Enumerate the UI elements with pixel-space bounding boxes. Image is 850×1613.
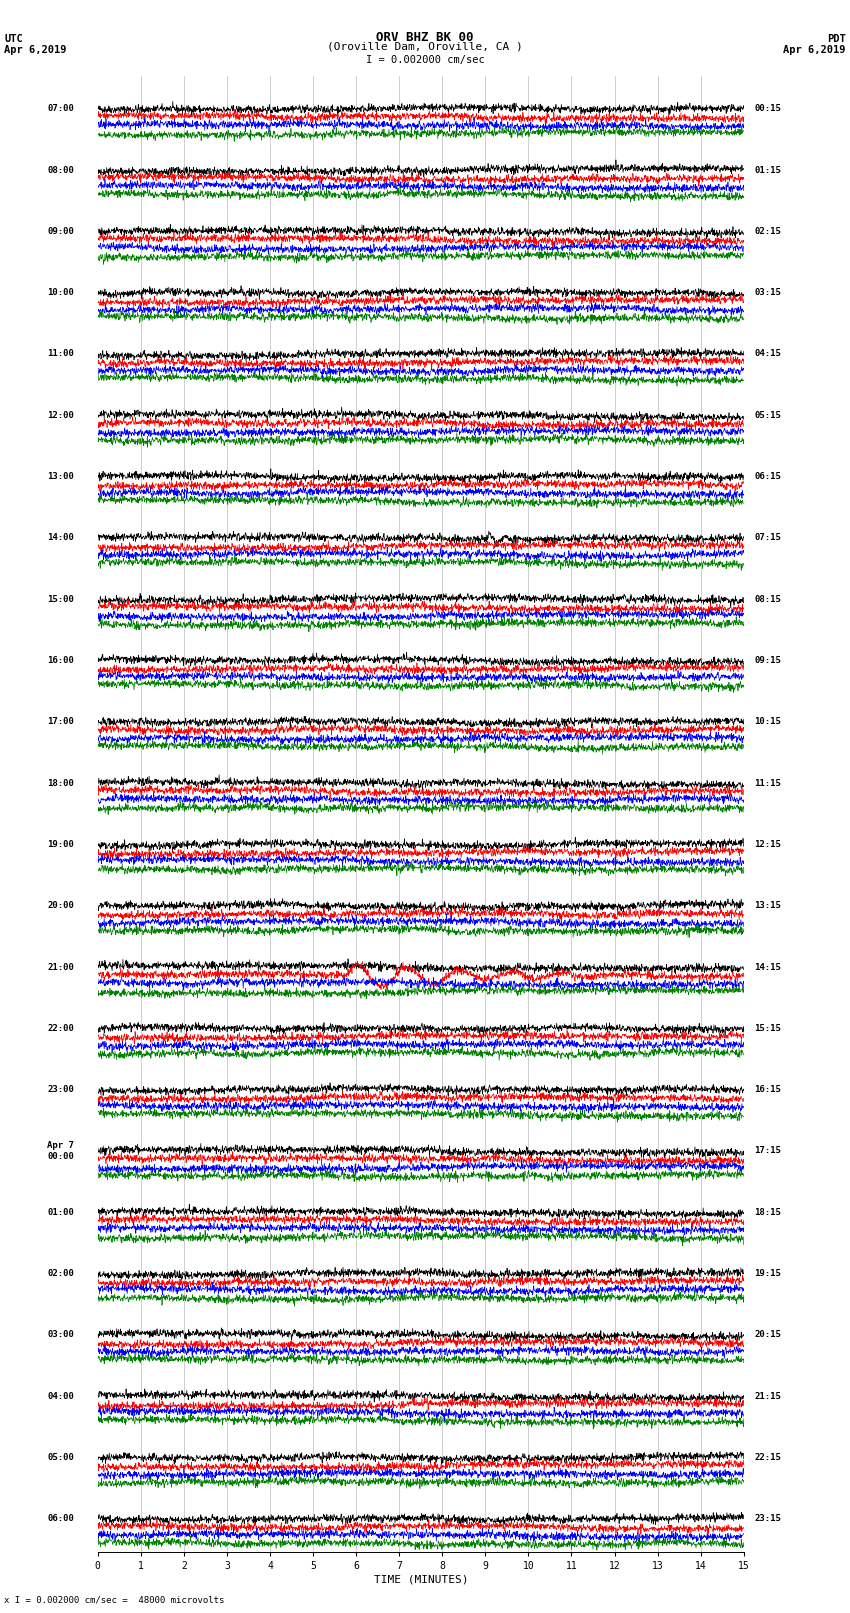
Text: 07:00: 07:00 [48, 105, 74, 113]
Text: 18:15: 18:15 [755, 1208, 781, 1216]
Text: 19:15: 19:15 [755, 1269, 781, 1277]
Text: 15:00: 15:00 [48, 595, 74, 603]
Text: 13:15: 13:15 [755, 902, 781, 910]
Text: 04:00: 04:00 [48, 1392, 74, 1400]
Text: 20:15: 20:15 [755, 1331, 781, 1339]
Text: 22:00: 22:00 [48, 1024, 74, 1032]
Text: 14:15: 14:15 [755, 963, 781, 971]
Text: Apr 6,2019: Apr 6,2019 [4, 45, 67, 55]
Text: 23:15: 23:15 [755, 1515, 781, 1523]
Text: 19:00: 19:00 [48, 840, 74, 848]
Text: 09:00: 09:00 [48, 227, 74, 235]
Text: 06:15: 06:15 [755, 473, 781, 481]
Text: 17:15: 17:15 [755, 1147, 781, 1155]
Text: 21:15: 21:15 [755, 1392, 781, 1400]
Text: 10:00: 10:00 [48, 289, 74, 297]
Text: 20:00: 20:00 [48, 902, 74, 910]
Text: 18:00: 18:00 [48, 779, 74, 787]
Text: 10:15: 10:15 [755, 718, 781, 726]
Text: x I = 0.002000 cm/sec =  48000 microvolts: x I = 0.002000 cm/sec = 48000 microvolts [4, 1595, 224, 1605]
X-axis label: TIME (MINUTES): TIME (MINUTES) [373, 1574, 468, 1586]
Text: ORV BHZ BK 00: ORV BHZ BK 00 [377, 31, 473, 44]
Text: 03:00: 03:00 [48, 1331, 74, 1339]
Text: 03:15: 03:15 [755, 289, 781, 297]
Text: 23:00: 23:00 [48, 1086, 74, 1094]
Text: PDT: PDT [827, 34, 846, 44]
Text: 09:15: 09:15 [755, 656, 781, 665]
Text: 05:15: 05:15 [755, 411, 781, 419]
Text: 07:15: 07:15 [755, 534, 781, 542]
Text: 04:15: 04:15 [755, 350, 781, 358]
Text: 02:15: 02:15 [755, 227, 781, 235]
Text: Apr 6,2019: Apr 6,2019 [783, 45, 846, 55]
Text: 14:00: 14:00 [48, 534, 74, 542]
Text: 08:00: 08:00 [48, 166, 74, 174]
Text: 11:15: 11:15 [755, 779, 781, 787]
Text: (Oroville Dam, Oroville, CA ): (Oroville Dam, Oroville, CA ) [327, 42, 523, 52]
Text: UTC: UTC [4, 34, 23, 44]
Text: 12:00: 12:00 [48, 411, 74, 419]
Text: Apr 7
00:00: Apr 7 00:00 [48, 1142, 74, 1161]
Text: 01:00: 01:00 [48, 1208, 74, 1216]
Text: 11:00: 11:00 [48, 350, 74, 358]
Text: 13:00: 13:00 [48, 473, 74, 481]
Text: 08:15: 08:15 [755, 595, 781, 603]
Text: 01:15: 01:15 [755, 166, 781, 174]
Text: 12:15: 12:15 [755, 840, 781, 848]
Text: 15:15: 15:15 [755, 1024, 781, 1032]
Text: 17:00: 17:00 [48, 718, 74, 726]
Text: 22:15: 22:15 [755, 1453, 781, 1461]
Text: 16:00: 16:00 [48, 656, 74, 665]
Text: 05:00: 05:00 [48, 1453, 74, 1461]
Text: 16:15: 16:15 [755, 1086, 781, 1094]
Text: 00:15: 00:15 [755, 105, 781, 113]
Text: 02:00: 02:00 [48, 1269, 74, 1277]
Text: 21:00: 21:00 [48, 963, 74, 971]
Text: 06:00: 06:00 [48, 1515, 74, 1523]
Text: I = 0.002000 cm/sec: I = 0.002000 cm/sec [366, 55, 484, 65]
